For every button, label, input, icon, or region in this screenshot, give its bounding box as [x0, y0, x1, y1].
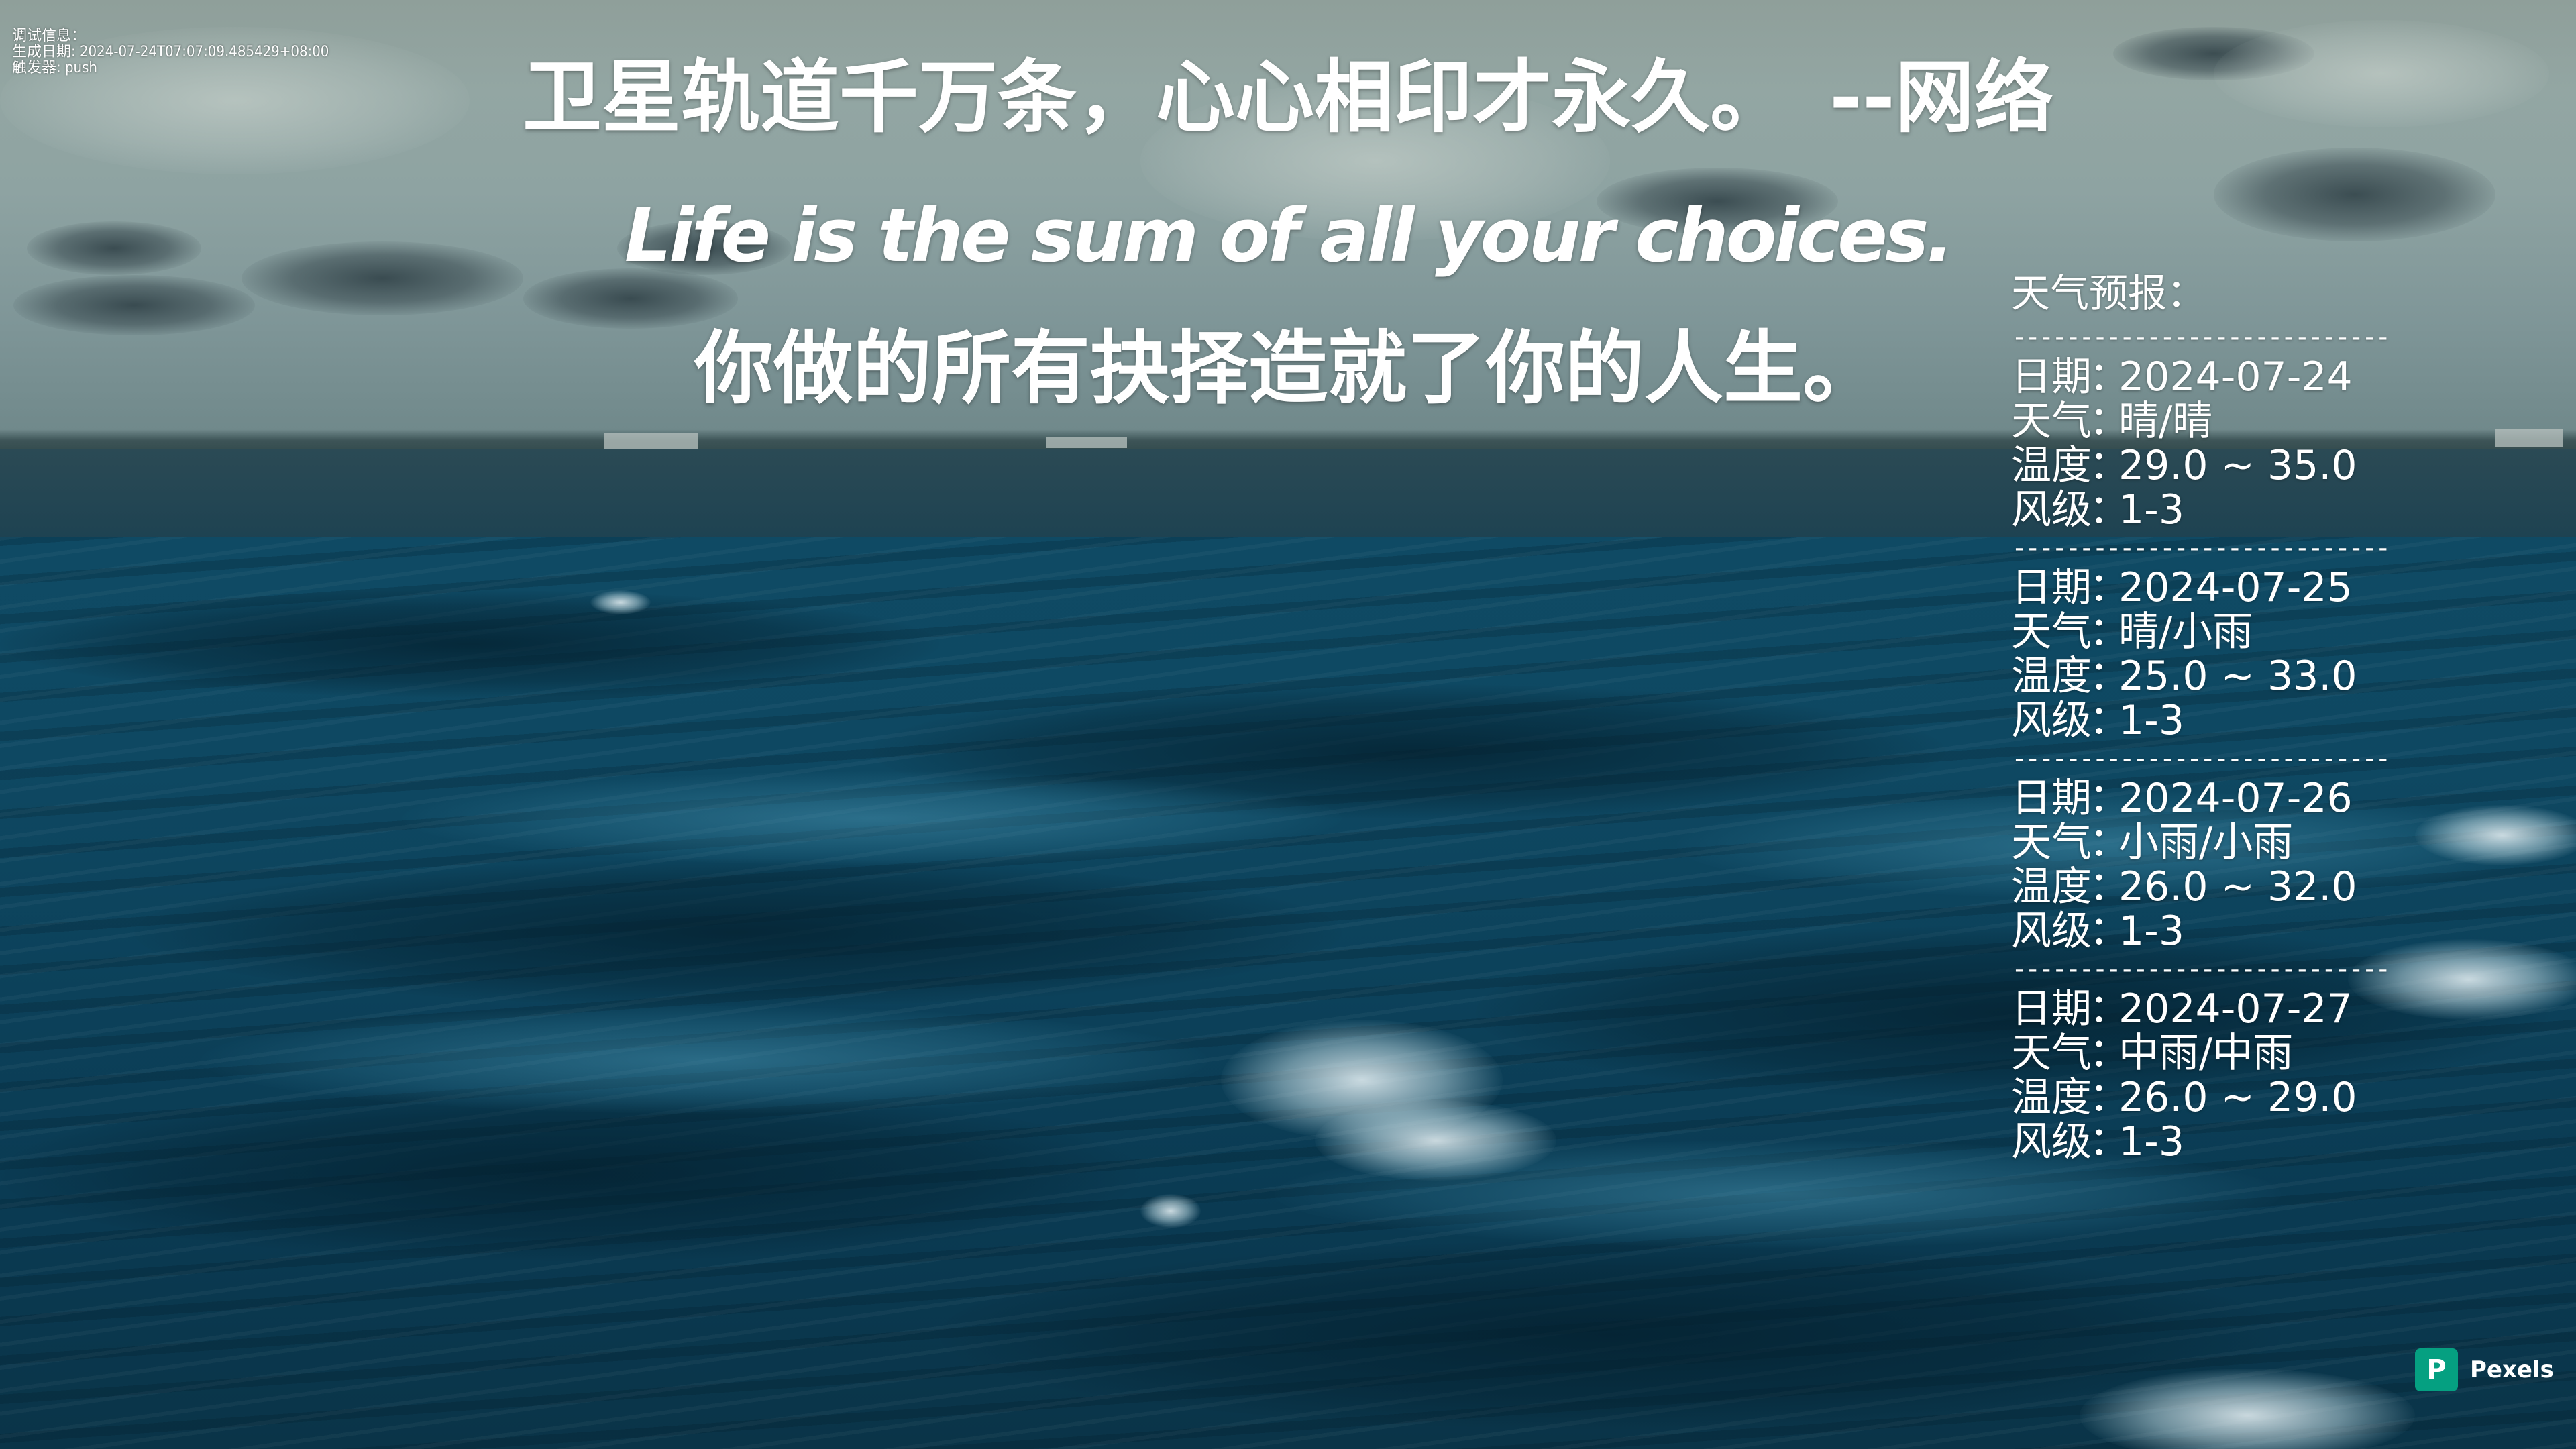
- weather-separator: ----------------------------: [2011, 532, 2440, 564]
- weather-temperature-value: 25.0 ~ 33.0: [2118, 653, 2357, 700]
- weather-colon: ：: [2089, 654, 2118, 698]
- weather-wind-row: 风级：1-3: [2011, 698, 2440, 743]
- weather-date-row: 日期：2024-07-26: [2011, 776, 2440, 820]
- weather-separator: ----------------------------: [2011, 321, 2440, 354]
- weather-wind-value: 1-3: [2118, 697, 2184, 744]
- quote-chinese-line: 卫星轨道千万条，心心相印才永久。 --网络: [0, 47, 2576, 148]
- weather-day-block: 日期：2024-07-25 天气：晴/小雨 温度：25.0 ~ 33.0 风级：1-3: [2011, 564, 2440, 743]
- weather-condition-row: 天气：晴/晴: [2011, 399, 2440, 443]
- weather-colon: ：: [2089, 1031, 2118, 1075]
- distant-building: [2496, 429, 2563, 447]
- weather-colon: ：: [2089, 865, 2118, 909]
- weather-condition-row: 天气：小雨/小雨: [2011, 820, 2440, 865]
- weather-day-block: 日期：2024-07-27 天气：中雨/中雨 温度：26.0 ~ 29.0 风级：1-…: [2011, 985, 2440, 1164]
- wave-foam: [1140, 1194, 1201, 1228]
- weather-condition-row: 天气：中雨/中雨: [2011, 1031, 2440, 1075]
- weather-temperature-label: 温度: [2011, 443, 2089, 488]
- weather-title: 天气预报：: [2011, 265, 2440, 321]
- weather-colon: ：: [2089, 488, 2118, 532]
- weather-temperature-value: 29.0 ~ 35.0: [2118, 442, 2357, 489]
- weather-day-block: 日期：2024-07-24 天气：晴/晴 温度：29.0 ~ 35.0 风级：1-3: [2011, 354, 2440, 532]
- weather-condition-value: 小雨/小雨: [2118, 819, 2293, 866]
- weather-colon: ：: [2089, 566, 2118, 610]
- weather-colon: ：: [2089, 698, 2118, 743]
- wave-foam: [1315, 1100, 1556, 1181]
- wave: [402, 771, 1342, 865]
- debug-title: 调试信息：: [12, 28, 329, 44]
- wave: [0, 590, 939, 698]
- weather-wind-row: 风级：1-3: [2011, 488, 2440, 532]
- weather-date-value: 2024-07-25: [2118, 564, 2353, 611]
- wave: [134, 859, 1342, 1006]
- weather-condition-label: 天气: [2011, 610, 2089, 654]
- weather-temperature-row: 温度：26.0 ~ 29.0: [2011, 1075, 2440, 1120]
- weather-wind-label: 风级: [2011, 698, 2089, 743]
- weather-condition-value: 晴/小雨: [2118, 608, 2253, 655]
- weather-separator: ----------------------------: [2011, 743, 2440, 775]
- weather-wind-label: 风级: [2011, 488, 2089, 532]
- distant-building: [604, 433, 698, 449]
- weather-colon: ：: [2089, 443, 2118, 488]
- weather-condition-label: 天气: [2011, 820, 2089, 865]
- weather-condition-row: 天气：晴/小雨: [2011, 610, 2440, 654]
- weather-date-value: 2024-07-26: [2118, 775, 2353, 822]
- weather-temperature-label: 温度: [2011, 865, 2089, 909]
- weather-temperature-row: 温度：26.0 ~ 32.0: [2011, 865, 2440, 909]
- weather-date-row: 日期：2024-07-24: [2011, 355, 2440, 399]
- weather-date-row: 日期：2024-07-25: [2011, 566, 2440, 610]
- weather-colon: ：: [2089, 909, 2118, 953]
- wave: [0, 1087, 1140, 1261]
- weather-date-value: 2024-07-27: [2118, 985, 2353, 1032]
- weather-date-value: 2024-07-24: [2118, 354, 2353, 400]
- wave-foam: [590, 590, 651, 614]
- weather-wind-value: 1-3: [2118, 908, 2184, 955]
- weather-wind-row: 风级：1-3: [2011, 1120, 2440, 1164]
- quote-text: 卫星轨道千万条，心心相印才永久。: [523, 51, 1789, 144]
- weather-wind-value: 1-3: [2118, 486, 2184, 533]
- quote-author: --网络: [1829, 51, 2053, 144]
- weather-colon: ：: [2089, 820, 2118, 865]
- weather-condition-label: 天气: [2011, 1031, 2089, 1075]
- weather-temperature-label: 温度: [2011, 654, 2089, 698]
- weather-colon: ：: [2089, 1075, 2118, 1120]
- pexels-watermark: P Pexels: [2415, 1348, 2554, 1391]
- weather-colon: ：: [2089, 1120, 2118, 1164]
- weather-temperature-value: 26.0 ~ 29.0: [2118, 1074, 2357, 1121]
- distant-building: [1046, 437, 1127, 448]
- weather-condition-value: 晴/晴: [2118, 398, 2212, 445]
- weather-colon: ：: [2089, 355, 2118, 399]
- weather-date-label: 日期: [2011, 355, 2089, 399]
- weather-separator: ----------------------------: [2011, 953, 2440, 985]
- weather-temperature-row: 温度：25.0 ~ 33.0: [2011, 654, 2440, 698]
- weather-temperature-row: 温度：29.0 ~ 35.0: [2011, 443, 2440, 488]
- weather-condition-label: 天气: [2011, 399, 2089, 443]
- weather-condition-value: 中雨/中雨: [2118, 1030, 2293, 1077]
- weather-wind-value: 1-3: [2118, 1118, 2184, 1165]
- weather-date-label: 日期: [2011, 776, 2089, 820]
- weather-temperature-value: 26.0 ~ 32.0: [2118, 863, 2357, 910]
- wave: [939, 1241, 2281, 1429]
- wave: [201, 1006, 1208, 1114]
- weather-wind-label: 风级: [2011, 909, 2089, 953]
- weather-wind-label: 风级: [2011, 1120, 2089, 1164]
- pexels-logo-icon: P: [2415, 1348, 2458, 1391]
- weather-date-label: 日期: [2011, 566, 2089, 610]
- pexels-label: Pexels: [2470, 1356, 2554, 1383]
- weather-forecast-panel: 天气预报： ---------------------------- 日期：202…: [2011, 265, 2440, 1164]
- weather-colon: ：: [2089, 776, 2118, 820]
- weather-date-row: 日期：2024-07-27: [2011, 987, 2440, 1031]
- weather-colon: ：: [2089, 399, 2118, 443]
- weather-colon: ：: [2089, 987, 2118, 1031]
- weather-date-label: 日期: [2011, 987, 2089, 1031]
- weather-day-block: 日期：2024-07-26 天气：小雨/小雨 温度：26.0 ~ 32.0 风级：1-…: [2011, 775, 2440, 953]
- weather-temperature-label: 温度: [2011, 1075, 2089, 1120]
- weather-wind-row: 风级：1-3: [2011, 909, 2440, 953]
- weather-colon: ：: [2089, 610, 2118, 654]
